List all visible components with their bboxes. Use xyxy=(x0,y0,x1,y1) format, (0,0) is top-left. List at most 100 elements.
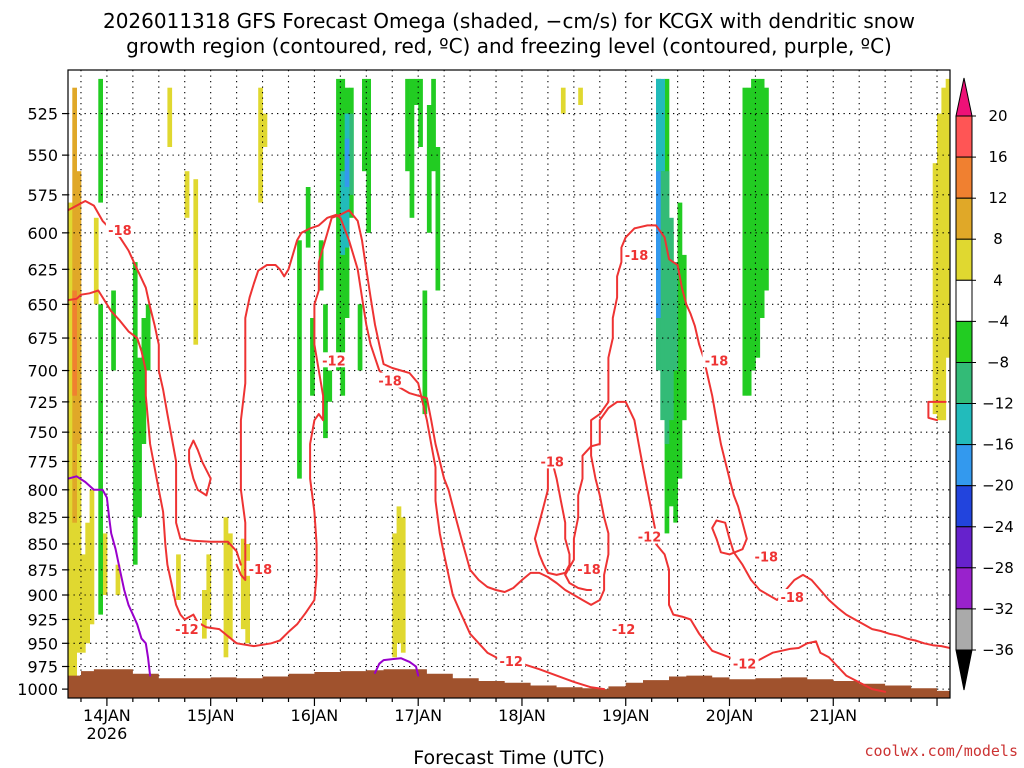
contour-label-bg xyxy=(635,528,664,544)
dgz-contour-line xyxy=(235,213,705,606)
omega-shade-cell xyxy=(323,304,328,439)
dgz-contour-line xyxy=(702,356,950,649)
omega-shade-cell xyxy=(656,78,661,218)
contour-label: -18 xyxy=(780,591,804,606)
grid-layer xyxy=(68,70,950,698)
colorbar-swatch xyxy=(955,197,973,240)
colorbar-label: −32 xyxy=(982,600,1014,618)
y-tick-label: 750 xyxy=(27,423,58,442)
omega-shade-cell xyxy=(223,517,229,658)
omega-shade-cell xyxy=(76,290,82,653)
colorbar-label: 20 xyxy=(988,107,1007,125)
chart-title-line-1: 2026011318 GFS Forecast Omega (shaded, −… xyxy=(103,9,915,33)
omega-shade-cell xyxy=(400,517,406,653)
y-tick-label: 650 xyxy=(27,295,58,314)
contour-label: -12 xyxy=(733,658,757,673)
omega-shade-cell xyxy=(409,78,415,218)
dgz-contour-line xyxy=(278,209,606,691)
omega-shade-cell xyxy=(141,318,147,444)
colorbar-swatch xyxy=(955,444,973,487)
colorbar-label: −20 xyxy=(982,477,1014,495)
contour-label-bg xyxy=(575,560,603,576)
contour-label-bg xyxy=(538,453,567,469)
contour-label: -12 xyxy=(638,531,662,546)
colorbar-swatch xyxy=(955,485,973,528)
omega-shade-cell xyxy=(362,78,367,172)
omega-shade-cell xyxy=(656,171,661,318)
chart-title-line-2: growth region (contoured, red, ºC) and f… xyxy=(126,34,892,58)
x-tick-sublabel: 2026 xyxy=(87,724,128,743)
colorbar-swatch xyxy=(955,403,973,446)
omega-shade-cell xyxy=(202,590,207,639)
colorbar-swatch xyxy=(955,156,973,199)
omega-shade-cell xyxy=(578,87,583,105)
omega-shade-cell xyxy=(258,87,263,203)
contour-label: -12 xyxy=(499,655,523,670)
dgz-contour-line xyxy=(564,400,887,693)
freezing-level-contour-line xyxy=(68,475,152,677)
contour-label: -12 xyxy=(175,623,199,638)
y-tick-label: 1000 xyxy=(17,680,58,699)
omega-shade-cell xyxy=(132,262,138,565)
omega-shade-cell xyxy=(660,171,665,421)
omega-shade-cell xyxy=(357,304,363,371)
y-tick-label: 975 xyxy=(27,658,58,677)
omega-shade-cell xyxy=(76,171,82,444)
colorbar-label: 12 xyxy=(988,189,1007,207)
x-tick-label: 15JAN xyxy=(187,706,235,725)
colorbar-label: −36 xyxy=(982,641,1014,659)
omega-shading-layer xyxy=(68,78,950,690)
y-tick-label: 850 xyxy=(27,535,58,554)
contour-label-bg xyxy=(730,655,759,671)
plot-frame xyxy=(67,69,951,699)
terrain-fill xyxy=(68,669,950,698)
y-tick-label: 725 xyxy=(27,393,58,412)
plot-area: -18 -12 -18 -18 -12 -12 -18 -18 -18 -12 -12 -18 -18 -… xyxy=(68,70,950,698)
colorbar-swatch xyxy=(955,567,973,610)
omega-shade-cell xyxy=(310,318,315,396)
y-tick-label: 625 xyxy=(27,260,58,279)
contour-label: -18 xyxy=(705,354,729,369)
omega-shade-cell xyxy=(673,262,678,371)
omega-shade-cell xyxy=(932,163,938,415)
contour-label-bg xyxy=(105,221,134,237)
omega-shade-cell xyxy=(349,113,354,195)
y-tick-label: 700 xyxy=(27,362,58,381)
x-tick-label: 21JAN xyxy=(809,706,857,725)
contour-label-bg xyxy=(778,589,807,604)
omega-shade-cell xyxy=(751,78,756,371)
omega-shade-cell xyxy=(759,78,765,319)
contour-label-bg xyxy=(609,621,638,637)
contour-label-bg xyxy=(246,560,275,576)
contour-label-layer: -18 -12 -18 -18 -12 -12 -18 -18 -18 -12 -12 -18 -18 -… xyxy=(105,221,807,673)
dgz-contour-line xyxy=(927,400,947,422)
credit-text: coolwx.com/models xyxy=(864,742,1018,760)
contour-label: -18 xyxy=(755,551,779,566)
dgz-contour-line xyxy=(68,200,242,566)
omega-shade-cell xyxy=(68,202,73,690)
contour-layer xyxy=(68,200,950,693)
y-tick-label: 550 xyxy=(27,146,58,165)
omega-shade-cell xyxy=(742,87,748,396)
contour-label: -12 xyxy=(612,623,636,638)
omega-shade-cell xyxy=(673,262,678,523)
omega-shade-cell xyxy=(193,179,199,345)
dgz-contour-line xyxy=(68,289,281,648)
colorbar-label: −28 xyxy=(982,559,1014,577)
colorbar: 20 16 12 8 4 −4 −8 −12 −16 −20 −24 −28 −32 −36 xyxy=(955,77,1014,691)
omega-shade-cell xyxy=(98,78,103,203)
colorbar-swatch xyxy=(955,608,973,651)
omega-shade-cell xyxy=(366,78,371,233)
contour-label: -18 xyxy=(577,563,601,578)
y-tick-label: 925 xyxy=(27,611,58,630)
contour-label-bg xyxy=(376,372,405,388)
contour-label: -18 xyxy=(108,224,132,239)
y-tick-label: 675 xyxy=(27,329,58,348)
colorbar-label: 16 xyxy=(988,148,1007,166)
x-tick-label: 20JAN xyxy=(706,706,754,725)
omega-shade-cell xyxy=(111,290,116,371)
omega-shade-cell xyxy=(435,147,441,291)
